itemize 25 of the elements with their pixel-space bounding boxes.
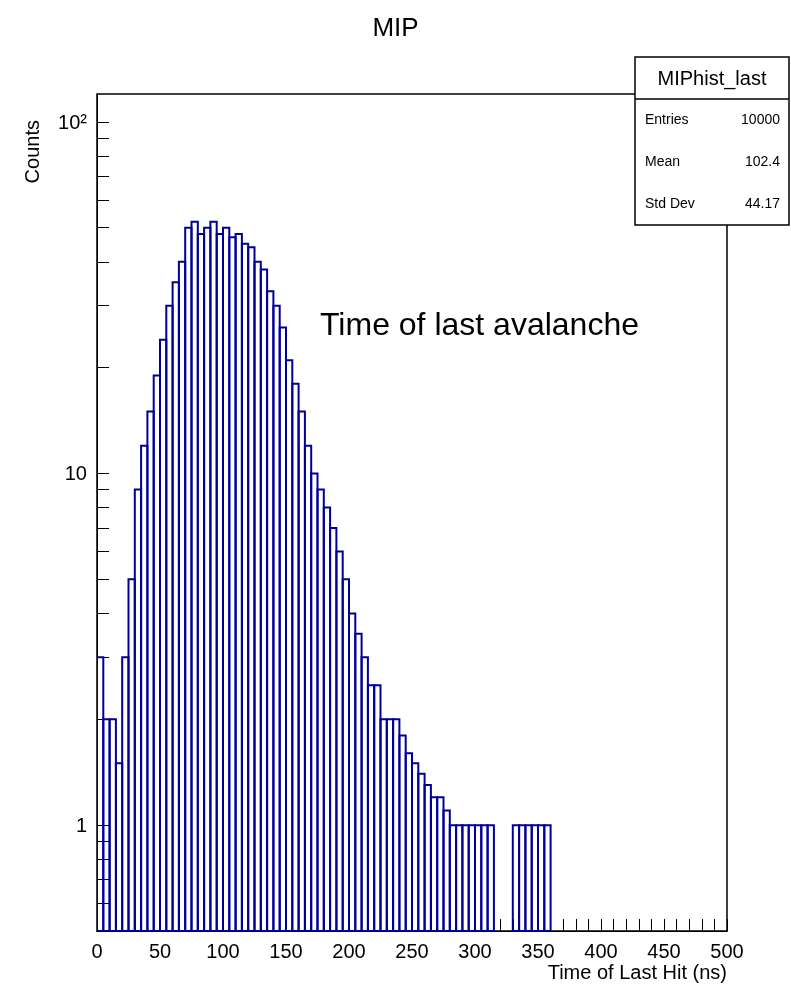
chart-title: MIP: [372, 12, 419, 42]
x-tick-label: 500: [710, 940, 744, 962]
x-axis-title: Time of Last Hit (ns): [547, 961, 727, 983]
y-tick-label: 10: [64, 462, 87, 485]
x-tick-label: 400: [584, 940, 618, 962]
y-tick-label: 10²: [58, 110, 88, 133]
x-tick-label: 0: [91, 940, 103, 962]
annotation: Mean: [645, 153, 681, 169]
annotation: Time of last avalanche: [320, 306, 639, 342]
x-tick-label: 50: [148, 940, 172, 962]
text: 102.4: [744, 153, 781, 169]
annotation: Std Dev: [645, 195, 695, 211]
text: 10000: [741, 111, 781, 127]
x-tick-label: 200: [332, 940, 366, 962]
x-tick-label: 150: [269, 940, 303, 962]
y-tick-label: 1: [75, 814, 87, 837]
annotation: Entries: [645, 111, 689, 127]
y-axis-title: Counts: [21, 120, 43, 184]
text: 44.17: [744, 195, 781, 211]
x-tick-label: 300: [458, 940, 492, 962]
x-tick-label: 450: [647, 940, 681, 962]
text: MIPhist_last: [657, 67, 767, 90]
x-tick-label: 350: [521, 940, 555, 962]
x-tick-label: 100: [206, 940, 240, 962]
x-tick-label: 250: [395, 940, 429, 962]
